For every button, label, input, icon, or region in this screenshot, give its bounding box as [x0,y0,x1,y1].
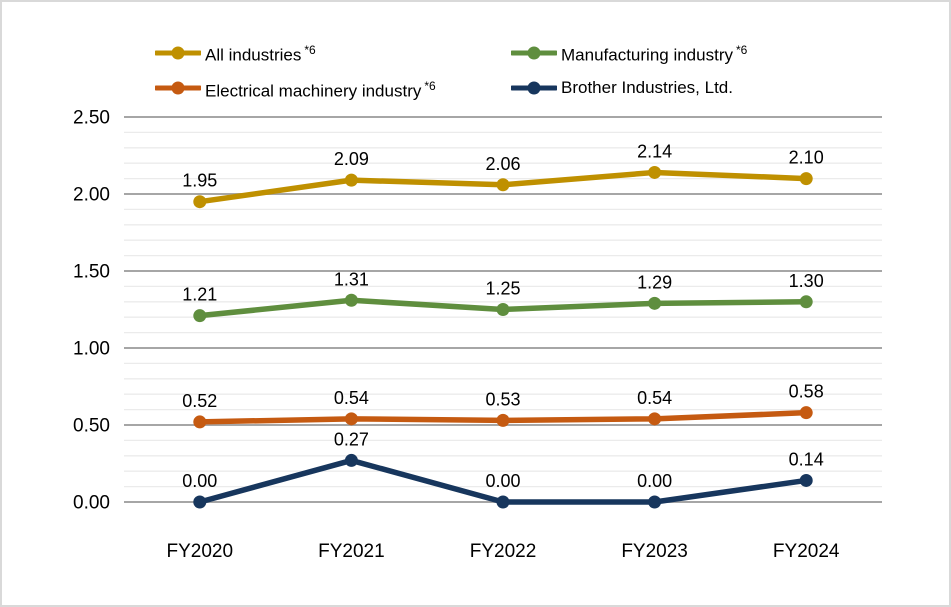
legend-item: Manufacturing industry *6 [511,38,747,68]
data-point-value-label: 2.09 [334,149,369,169]
data-point-value-label: 1.95 [182,171,217,191]
data-point-value-label: 2.14 [637,141,672,161]
legend-item: All industries *6 [155,38,511,68]
y-axis-tick-label: 0.00 [73,493,110,514]
data-point-marker [193,309,207,323]
data-point-value-label: 1.25 [485,279,520,299]
data-point-marker [496,178,510,192]
data-point-marker [648,495,662,509]
data-point-value-label: 0.00 [637,471,672,491]
data-point-value-label: 0.58 [789,382,824,402]
data-point-marker [344,173,358,187]
data-point-marker [799,295,813,309]
data-point-value-label: 0.53 [485,389,520,409]
x-axis-tick-label: FY2022 [470,541,537,562]
x-axis-tick-label: FY2021 [318,541,385,562]
legend-item: Electrical machinery industry *6 [155,74,511,104]
data-point-marker [193,495,207,509]
x-axis-tick-label: FY2024 [773,541,840,562]
data-point-marker [799,172,813,186]
data-point-marker [344,293,358,307]
y-axis-tick-label: 2.50 [73,108,110,129]
y-axis-tick-label: 1.50 [73,262,110,283]
data-point-value-label: 0.54 [637,388,672,408]
data-point-marker [799,473,813,487]
data-point-value-label: 2.06 [485,154,520,174]
data-point-value-label: 0.52 [182,391,217,411]
x-axis-tick-label: FY2020 [167,541,234,562]
data-point-marker [193,415,207,429]
data-point-value-label: 1.30 [789,271,824,291]
data-point-marker [344,412,358,426]
legend-line-marker-icon [155,46,201,60]
data-point-value-label: 1.29 [637,272,672,292]
data-point-marker [648,296,662,310]
x-axis-tick-label: FY2023 [621,541,688,562]
y-axis-tick-label: 0.50 [73,416,110,437]
data-point-value-label: 0.27 [334,429,369,449]
data-point-marker [496,303,510,316]
legend-label: Manufacturing industry *6 [561,43,748,65]
legend-line-marker-icon [155,81,201,95]
data-point-marker [648,165,662,179]
data-point-value-label: 1.21 [182,285,217,305]
legend-item: Brother Industries, Ltd. [511,74,747,104]
legend-label: All industries *6 [205,43,316,65]
data-point-marker [648,412,662,426]
legend-line-marker-icon [511,46,557,60]
legend-footnote-marker: *6 [304,43,316,57]
data-point-marker [496,495,510,509]
legend-footnote-marker: *6 [424,78,436,93]
y-axis-tick-label: 2.00 [73,185,110,206]
data-point-marker [496,413,510,427]
chart-legend: All industries *6 Manufacturing industry *6… [155,38,747,103]
legend-label: Electrical machinery industry *6 [205,78,436,101]
data-point-marker [344,453,358,467]
data-point-value-label: 0.00 [182,471,217,491]
legend-line-marker-icon [511,81,557,95]
data-point-value-label: 0.54 [334,388,369,408]
data-point-value-label: 2.10 [789,148,824,168]
data-point-marker [799,406,813,420]
y-axis-tick-label: 1.00 [73,339,110,360]
legend-label: Brother Industries, Ltd. [561,78,733,98]
legend-footnote-marker: *6 [735,43,748,57]
data-point-value-label: 0.00 [485,471,520,491]
data-point-value-label: 1.31 [334,269,369,289]
data-point-value-label: 0.14 [789,449,824,469]
data-point-marker [193,195,207,209]
